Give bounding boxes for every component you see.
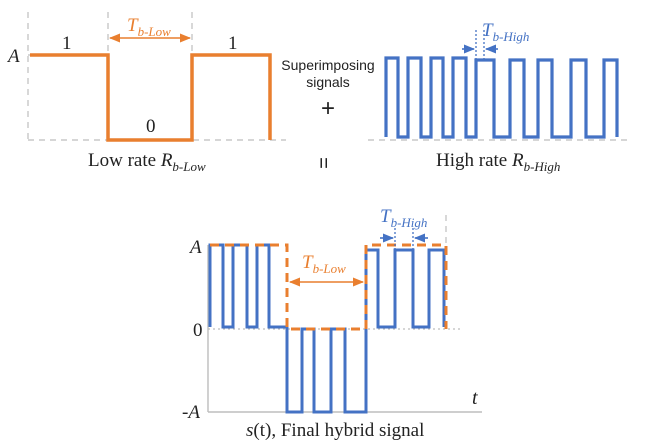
- hybrid-caption: s(t), Final hybrid signal: [246, 420, 424, 440]
- hybrid-zero-label: 0: [193, 320, 203, 341]
- hybrid-signal-panel: A 0 -A t Tb-Low Tb-High s(t), Final hybr…: [182, 206, 482, 440]
- low-rate-period-label: Tb-Low: [127, 15, 171, 39]
- operator-panel: Superimposing signals + =: [281, 57, 374, 169]
- low-rate-bit-one-left: 1: [62, 33, 72, 54]
- low-rate-caption: Low rate Rb-Low: [88, 150, 206, 174]
- high-rate-caption: High rate Rb-High: [436, 150, 560, 174]
- high-rate-panel: Tb-High High rate Rb-High: [368, 20, 630, 174]
- hybrid-amplitude-neg-label: -A: [182, 402, 200, 423]
- high-rate-period-label: Tb-High: [482, 20, 529, 44]
- hybrid-amplitude-pos-label: A: [188, 237, 202, 258]
- low-rate-waveform: [30, 53, 272, 142]
- superimposing-label-line1: Superimposing: [281, 57, 374, 73]
- hybrid-time-label: t: [472, 387, 478, 409]
- low-rate-amplitude-label: A: [6, 46, 20, 67]
- low-rate-bit-zero: 0: [146, 116, 156, 137]
- hybrid-low-rate-envelope: [210, 243, 448, 331]
- hybrid-high-period-label: Tb-High: [380, 206, 427, 230]
- low-rate-panel: Tb-Low A 1 0 1 Low rate Rb-Low: [6, 12, 286, 174]
- plus-sign: +: [321, 95, 335, 122]
- low-rate-bit-one-right: 1: [228, 33, 238, 54]
- high-rate-waveform: [384, 56, 619, 139]
- hybrid-low-period-label: Tb-Low: [302, 252, 346, 276]
- equals-sign: =: [312, 157, 334, 169]
- superimposing-label-line2: signals: [306, 74, 350, 90]
